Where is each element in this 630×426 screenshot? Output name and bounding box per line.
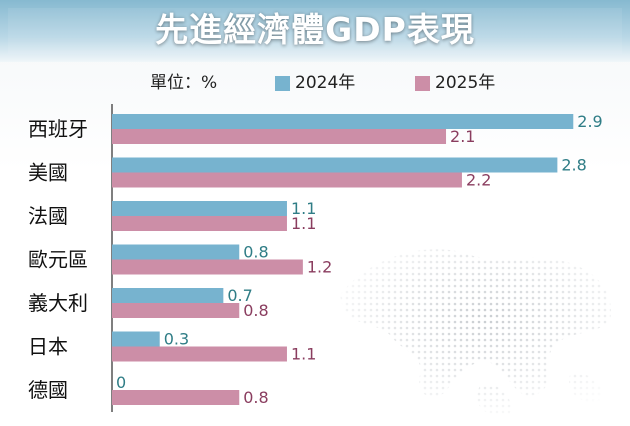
value-label-2024: 0.3 bbox=[164, 330, 189, 349]
bar-2024 bbox=[112, 114, 574, 129]
bar-2025 bbox=[112, 390, 240, 405]
bar-2025 bbox=[112, 129, 447, 144]
bar-2025 bbox=[112, 259, 303, 275]
value-label-2024: 1.1 bbox=[291, 199, 316, 218]
legend-swatch-2025 bbox=[415, 75, 430, 91]
bar-2025 bbox=[112, 303, 240, 318]
value-label-2024: 0.7 bbox=[227, 286, 252, 305]
world-map-background bbox=[340, 249, 611, 415]
category-label: 義大利 bbox=[28, 291, 88, 315]
chart-title: 先進經濟體GDP表現 bbox=[155, 10, 475, 49]
legend-item-2025: 2025年 bbox=[415, 72, 495, 94]
unit-label: 單位：% bbox=[150, 73, 218, 93]
value-label-2024: 2.9 bbox=[577, 112, 602, 131]
value-label-2024: 0 bbox=[116, 373, 126, 392]
legend-label-2024: 2024年 bbox=[295, 73, 356, 93]
value-label-2024: 2.8 bbox=[561, 156, 586, 175]
category-label: 法國 bbox=[28, 204, 68, 228]
legend-item-2024: 2024年 bbox=[275, 72, 355, 94]
bar-2024 bbox=[112, 244, 240, 260]
legend-label-2025: 2025年 bbox=[435, 73, 496, 93]
value-label-2025: 1.1 bbox=[291, 345, 316, 364]
legend-swatch-2024 bbox=[275, 75, 290, 91]
title-banner bbox=[0, 0, 630, 62]
category-label: 西班牙 bbox=[28, 117, 88, 141]
bar-2025 bbox=[112, 346, 287, 362]
value-label-2024: 0.8 bbox=[243, 243, 268, 262]
value-label-2025: 1.1 bbox=[291, 214, 316, 233]
value-label-2025: 2.1 bbox=[450, 127, 475, 146]
bar-2024 bbox=[112, 288, 224, 303]
legend: 單位：% 2024年 2025年 bbox=[0, 72, 630, 94]
bar-2025 bbox=[112, 172, 462, 188]
value-label-2025: 1.2 bbox=[307, 258, 332, 277]
category-label: 美國 bbox=[28, 161, 68, 185]
bar-2024 bbox=[112, 331, 160, 347]
bar-2024 bbox=[112, 157, 558, 173]
category-label: 歐元區 bbox=[28, 248, 88, 272]
value-label-2025: 0.8 bbox=[243, 388, 268, 407]
value-label-2025: 2.2 bbox=[466, 171, 491, 190]
category-label: 德國 bbox=[28, 378, 68, 402]
bar-2024 bbox=[112, 201, 287, 216]
bar-2025 bbox=[112, 216, 287, 231]
value-label-2025: 0.8 bbox=[243, 301, 268, 320]
category-label: 日本 bbox=[28, 335, 68, 359]
